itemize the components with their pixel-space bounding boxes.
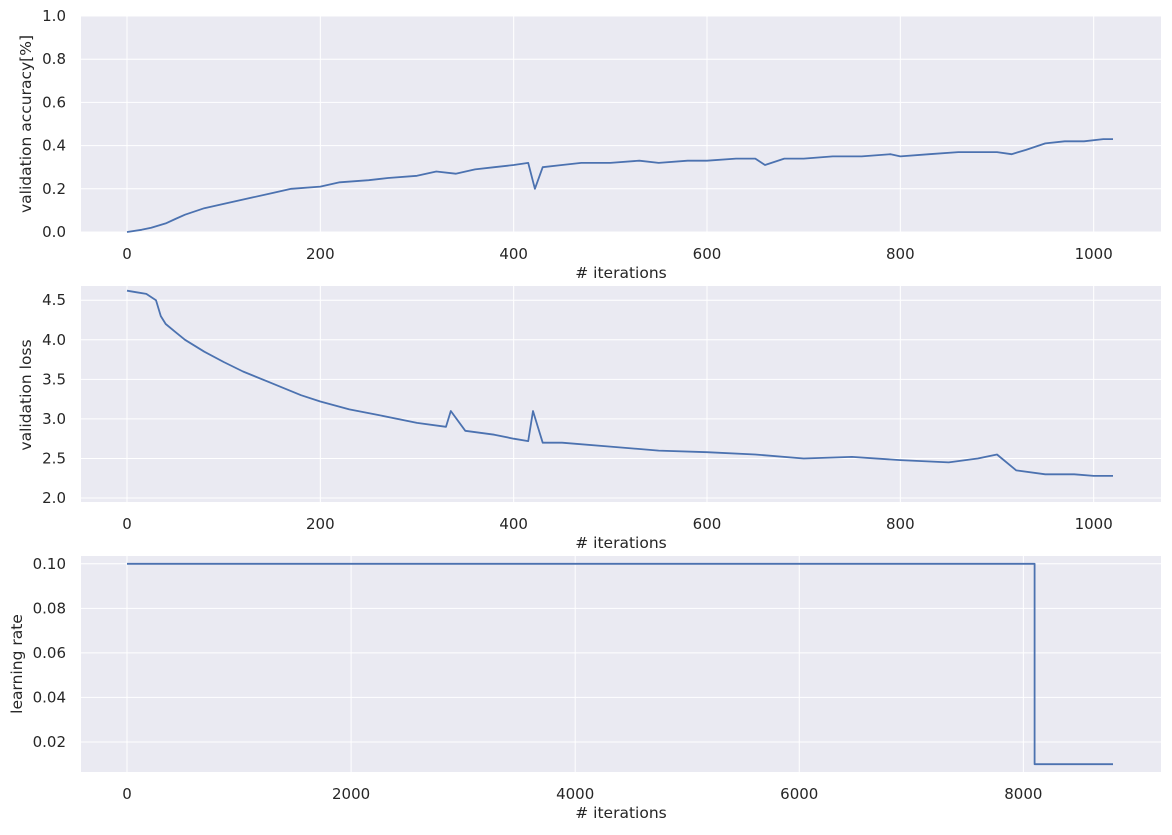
accuracy-y-tick-label: 0.4 <box>42 137 66 155</box>
loss-panel: 0 200 400 600 800 1000 2.0 2.5 3.0 3.5 4.0 4.5 vali… <box>17 286 1161 552</box>
learning-rate-plot-area <box>81 556 1161 772</box>
accuracy-x-axis-label: # iterations <box>575 264 666 282</box>
loss-y-tick-label: 4.5 <box>42 291 66 309</box>
accuracy-y-tick-label: 0.2 <box>42 180 66 198</box>
loss-y-tick-label: 3.5 <box>42 370 66 388</box>
loss-x-tick-label: 1000 <box>1075 515 1113 533</box>
loss-plot-area <box>81 286 1161 502</box>
accuracy-x-tick-label: 200 <box>306 245 335 263</box>
accuracy-series-line <box>126 138 1113 233</box>
loss-x-tick-label: 0 <box>122 515 132 533</box>
learning-rate-x-tick-label: 6000 <box>780 785 818 803</box>
loss-y-axis-label: validation loss <box>17 339 35 450</box>
loss-y-tick-label: 3.0 <box>42 410 66 428</box>
learning-rate-panel: 0 2000 4000 6000 8000 0.02 0.04 0.06 0.08 0.10 le… <box>8 555 1161 822</box>
learning-rate-series-line <box>127 562 1113 766</box>
learning-rate-x-tick-label: 4000 <box>556 785 594 803</box>
accuracy-y-tick-label: 0.6 <box>42 93 66 111</box>
learning-rate-y-tick-label: 0.08 <box>33 599 66 617</box>
loss-y-tick-label: 4.0 <box>42 331 66 349</box>
learning-rate-y-tick-label: 0.02 <box>33 733 66 751</box>
loss-x-tick-label: 200 <box>306 515 335 533</box>
loss-y-tick-label: 2.5 <box>42 449 66 467</box>
learning-rate-x-tick-label: 2000 <box>332 785 370 803</box>
accuracy-y-tick-label: 0.0 <box>42 223 66 241</box>
learning-rate-x-axis-label: # iterations <box>575 804 666 822</box>
learning-rate-x-tick-label: 8000 <box>1004 785 1042 803</box>
accuracy-x-tick-label: 800 <box>886 245 915 263</box>
accuracy-y-tick-label: 1.0 <box>42 7 66 25</box>
loss-y-tick-label: 2.0 <box>42 489 66 507</box>
loss-x-tick-label: 800 <box>886 515 915 533</box>
accuracy-x-tick-label: 400 <box>499 245 528 263</box>
learning-rate-x-tick-label: 0 <box>122 785 132 803</box>
accuracy-x-tick-label: 1000 <box>1075 245 1113 263</box>
loss-series-line <box>126 289 1113 477</box>
learning-rate-y-tick-label: 0.04 <box>33 688 66 706</box>
accuracy-y-tick-label: 0.8 <box>42 50 66 68</box>
accuracy-panel: 0 200 400 600 800 1000 0.0 0.2 0.4 0.6 0.8 1.0 vali… <box>17 7 1161 282</box>
accuracy-x-tick-label: 600 <box>693 245 722 263</box>
accuracy-y-axis-label: validation accuracy[%] <box>17 35 35 213</box>
loss-x-tick-label: 400 <box>499 515 528 533</box>
accuracy-x-tick-label: 0 <box>122 245 132 263</box>
loss-x-axis-label: # iterations <box>575 534 666 552</box>
learning-rate-y-axis-label: learning rate <box>8 614 26 714</box>
learning-rate-y-tick-label: 0.06 <box>33 644 66 662</box>
loss-x-tick-label: 600 <box>693 515 722 533</box>
learning-rate-y-tick-label: 0.10 <box>33 555 66 573</box>
